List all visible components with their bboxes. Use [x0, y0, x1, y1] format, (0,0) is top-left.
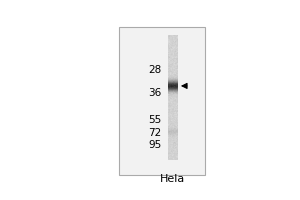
Text: 55: 55: [148, 115, 162, 125]
Text: 72: 72: [148, 128, 162, 138]
Text: 28: 28: [148, 65, 162, 75]
Text: Hela: Hela: [160, 174, 185, 184]
Bar: [119, 27, 205, 175]
Text: 95: 95: [148, 140, 162, 150]
Text: 36: 36: [148, 88, 162, 98]
